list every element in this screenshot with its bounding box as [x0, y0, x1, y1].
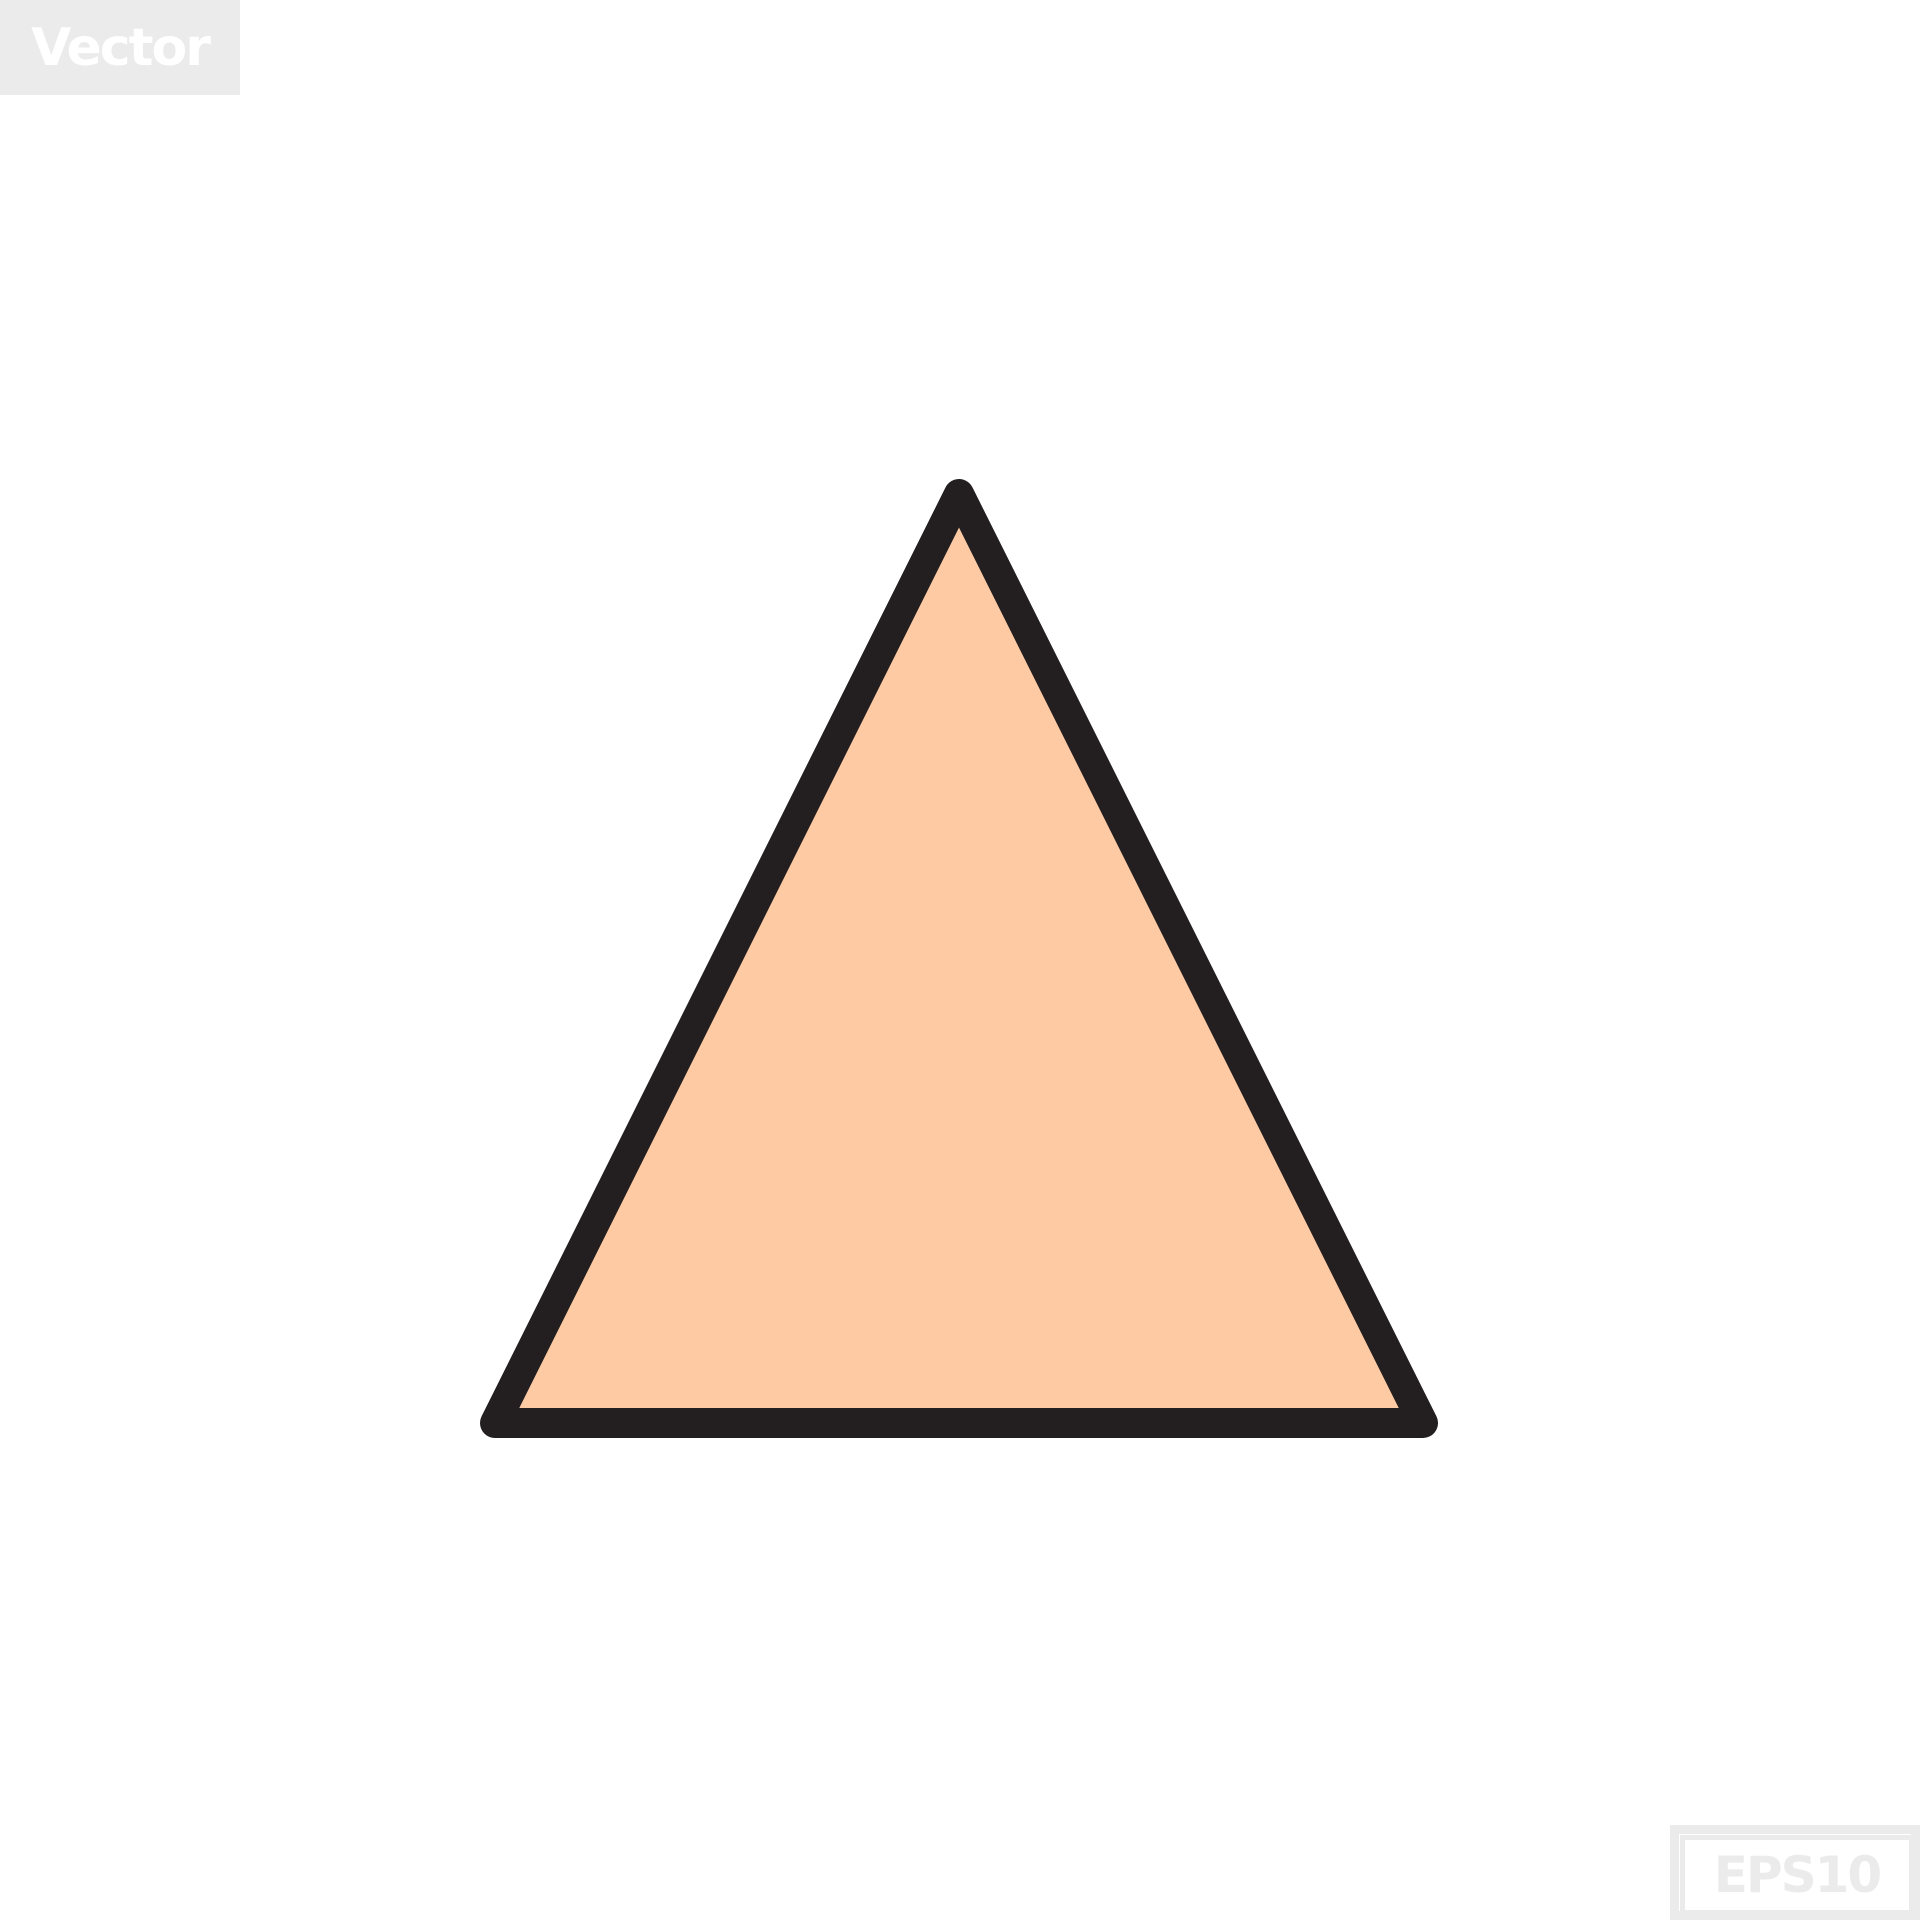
vector-badge-label: Vector [31, 17, 211, 78]
triangle-shape [480, 479, 1438, 1438]
eps-badge-frame [1670, 1825, 1920, 1920]
eps-badge: EPS10 [1680, 1835, 1914, 1915]
eps-badge-label: EPS10 [1713, 1846, 1882, 1904]
vector-badge: Vector [0, 0, 240, 95]
